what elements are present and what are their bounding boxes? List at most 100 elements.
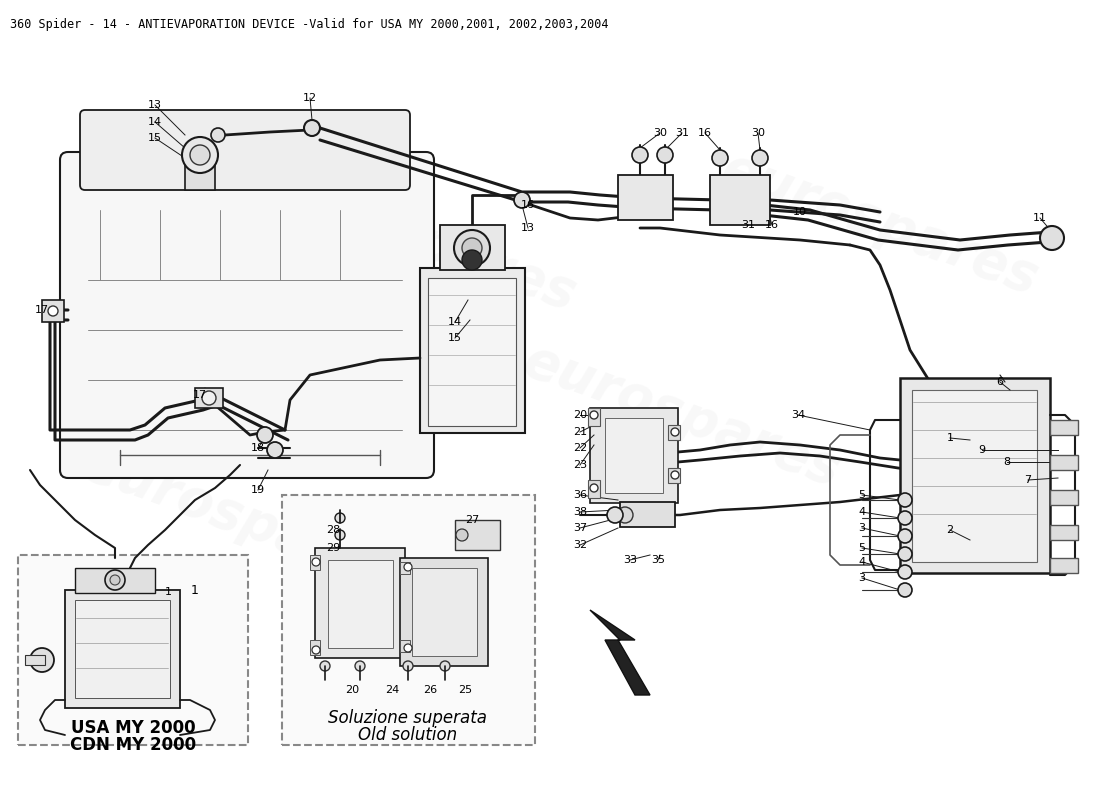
Text: 17: 17	[192, 390, 207, 400]
Text: 8: 8	[1003, 457, 1011, 467]
Text: eurospares: eurospares	[253, 158, 583, 322]
Text: 5: 5	[858, 490, 866, 500]
Text: 9: 9	[978, 445, 986, 455]
Text: 13: 13	[148, 100, 162, 110]
Bar	[620, 502, 675, 527]
Polygon shape	[590, 610, 650, 695]
Circle shape	[898, 493, 912, 507]
Text: 25: 25	[458, 685, 472, 695]
Text: 14: 14	[448, 317, 462, 327]
Bar	[195, 388, 223, 408]
Text: 2: 2	[946, 525, 954, 535]
Circle shape	[182, 137, 218, 173]
Circle shape	[312, 558, 320, 566]
Bar	[18, 555, 248, 745]
Text: 14: 14	[147, 117, 162, 127]
Circle shape	[257, 427, 273, 443]
Text: 27: 27	[465, 515, 480, 525]
Text: 19: 19	[251, 485, 265, 495]
Bar	[310, 640, 320, 655]
Circle shape	[898, 529, 912, 543]
Circle shape	[671, 428, 679, 436]
Circle shape	[898, 547, 912, 561]
Circle shape	[336, 530, 345, 540]
Text: Old solution: Old solution	[359, 726, 458, 744]
Text: 360 Spider - 14 - ANTIEVAPORATION DEVICE -Valid for USA MY 2000,2001, 2002,2003,: 360 Spider - 14 - ANTIEVAPORATION DEVICE…	[10, 18, 608, 31]
Text: 11: 11	[1033, 213, 1047, 223]
Bar	[25, 655, 45, 665]
Text: 16: 16	[698, 128, 712, 138]
Text: 13: 13	[521, 223, 535, 233]
Bar	[400, 562, 410, 574]
Bar	[668, 425, 680, 440]
Text: 18: 18	[251, 443, 265, 453]
Circle shape	[110, 575, 120, 585]
Circle shape	[617, 507, 632, 523]
Circle shape	[590, 484, 598, 492]
Circle shape	[514, 192, 530, 208]
Circle shape	[304, 120, 320, 136]
Text: 1: 1	[946, 433, 954, 443]
Text: 4: 4	[858, 557, 866, 567]
Bar	[328, 560, 393, 648]
Bar	[65, 590, 180, 708]
Circle shape	[1040, 226, 1064, 250]
Text: 20: 20	[345, 685, 359, 695]
Circle shape	[454, 230, 490, 266]
Bar	[912, 390, 1037, 562]
Circle shape	[320, 661, 330, 671]
Circle shape	[211, 128, 226, 142]
Text: 1: 1	[191, 583, 199, 597]
Circle shape	[898, 565, 912, 579]
Bar	[605, 418, 663, 493]
Circle shape	[752, 150, 768, 166]
Text: 3: 3	[858, 573, 866, 583]
Bar	[588, 480, 600, 498]
Text: 36: 36	[573, 490, 587, 500]
Text: 1: 1	[165, 587, 172, 597]
Circle shape	[657, 147, 673, 163]
Circle shape	[712, 150, 728, 166]
Text: 12: 12	[302, 93, 317, 103]
Circle shape	[355, 661, 365, 671]
Circle shape	[336, 513, 345, 523]
Circle shape	[48, 306, 58, 316]
FancyBboxPatch shape	[80, 110, 410, 190]
Text: 33: 33	[623, 555, 637, 565]
Text: 31: 31	[675, 128, 689, 138]
Bar	[428, 278, 516, 426]
Circle shape	[404, 644, 412, 652]
Bar	[618, 175, 673, 220]
Text: eurospares: eurospares	[517, 334, 847, 498]
Text: 31: 31	[741, 220, 755, 230]
Circle shape	[456, 529, 468, 541]
Circle shape	[190, 145, 210, 165]
Circle shape	[590, 411, 598, 419]
Circle shape	[312, 646, 320, 654]
Text: eurospares: eurospares	[77, 438, 407, 602]
Text: 26: 26	[422, 685, 437, 695]
Text: 30: 30	[653, 128, 667, 138]
Circle shape	[104, 570, 125, 590]
Text: 10: 10	[793, 207, 807, 217]
Bar	[400, 558, 488, 666]
Circle shape	[267, 442, 283, 458]
Text: eurospares: eurospares	[715, 142, 1045, 306]
Bar	[1050, 455, 1078, 470]
Text: CDN MY 2000: CDN MY 2000	[70, 736, 196, 754]
Bar	[1050, 558, 1078, 573]
Bar	[412, 568, 477, 656]
Bar	[668, 468, 680, 483]
Circle shape	[202, 391, 216, 405]
Text: 20: 20	[573, 410, 587, 420]
Bar	[315, 548, 405, 658]
Bar	[282, 495, 535, 745]
Bar	[185, 155, 214, 190]
Text: 23: 23	[573, 460, 587, 470]
Circle shape	[898, 583, 912, 597]
Text: 3: 3	[858, 523, 866, 533]
Text: 15: 15	[148, 133, 162, 143]
Circle shape	[462, 250, 482, 270]
Circle shape	[632, 147, 648, 163]
Bar	[75, 600, 170, 698]
